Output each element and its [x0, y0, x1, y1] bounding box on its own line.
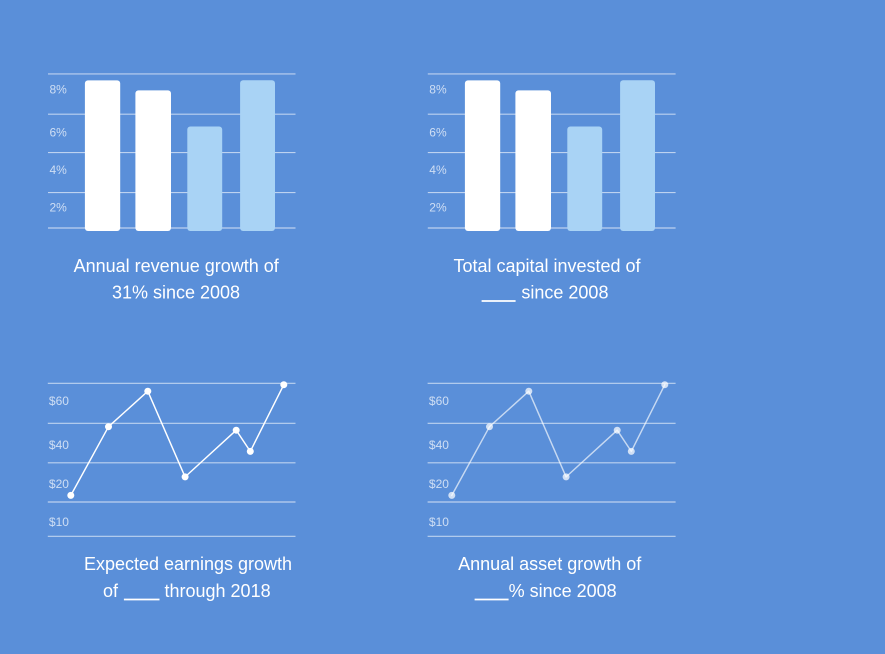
svg-text:4%: 4%: [429, 163, 447, 177]
svg-text:6%: 6%: [429, 126, 447, 140]
svg-text:$10: $10: [49, 515, 69, 529]
svg-text:$10: $10: [429, 515, 449, 529]
svg-text:4%: 4%: [50, 163, 68, 177]
svg-text:Annual asset growth of: Annual asset growth of: [458, 554, 642, 574]
svg-text:6%: 6%: [50, 126, 68, 140]
svg-text:8%: 8%: [50, 83, 68, 97]
svg-text:Expected earnings growth: Expected earnings growth: [84, 554, 292, 574]
svg-text:$60: $60: [429, 394, 449, 408]
svg-text:Annual revenue growth of: Annual revenue growth of: [74, 256, 280, 276]
svg-text:since 2008: since 2008: [521, 282, 608, 302]
svg-text:2%: 2%: [50, 201, 68, 215]
svg-text:$20: $20: [49, 477, 69, 491]
svg-text:2%: 2%: [429, 201, 447, 215]
svg-text:% since 2008: % since 2008: [509, 581, 617, 601]
svg-text:$60: $60: [49, 394, 69, 408]
svg-text:of: of: [103, 581, 119, 601]
svg-text:Total capital invested of: Total capital invested of: [453, 256, 641, 276]
svg-text:31% since 2008: 31% since 2008: [112, 282, 240, 302]
svg-text:8%: 8%: [429, 83, 447, 97]
svg-text:through 2018: through 2018: [165, 581, 271, 601]
svg-text:$40: $40: [429, 438, 449, 452]
svg-text:$40: $40: [49, 438, 69, 452]
svg-text:$20: $20: [429, 477, 449, 491]
